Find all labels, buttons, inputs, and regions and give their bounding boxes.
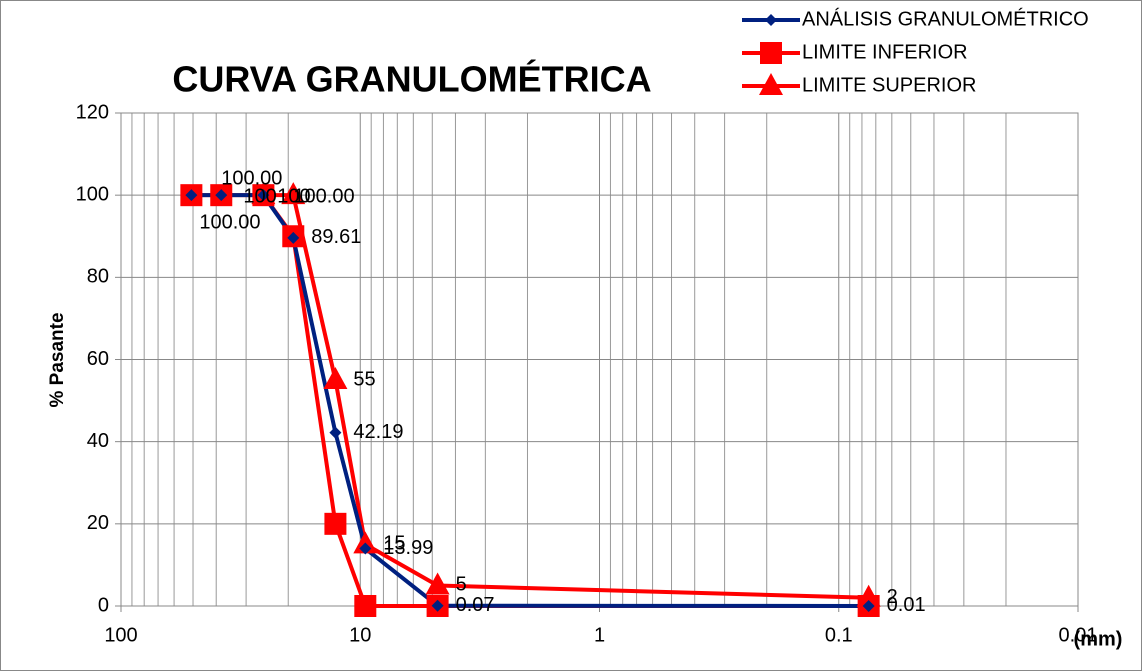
x-tick-label: 1 xyxy=(594,624,605,646)
triangle-marker xyxy=(281,182,306,205)
square-marker xyxy=(354,595,377,617)
triangle-marker xyxy=(856,584,881,607)
square-marker xyxy=(324,512,347,535)
diamond-marker xyxy=(185,189,198,202)
legend-label: LIMITE INFERIOR xyxy=(802,41,968,63)
legend-marker xyxy=(765,14,777,26)
data-label: 42.19 xyxy=(353,421,403,443)
y-axis-label: % Pasante xyxy=(47,312,68,407)
diamond-marker xyxy=(257,189,270,202)
legend-marker xyxy=(760,42,782,64)
diamond-marker xyxy=(431,599,444,612)
legend-marker xyxy=(759,73,783,95)
y-tick-label: 40 xyxy=(87,430,109,452)
legend-label: ANÁLISIS GRANULOMÉTRICO xyxy=(802,7,1089,30)
data-label: 5 xyxy=(456,574,467,596)
data-label: 89.61 xyxy=(311,226,361,248)
x-tick-label: 100 xyxy=(104,624,137,646)
data-label: 55 xyxy=(353,368,375,390)
data-label: 100.00 xyxy=(199,211,260,233)
x-axis-label: (mm) xyxy=(1074,628,1123,650)
diamond-marker xyxy=(287,231,300,244)
data-label: 100 xyxy=(243,185,276,207)
data-label: 100.00 xyxy=(293,185,354,207)
diamond-marker xyxy=(329,426,342,439)
data-label: 0.07 xyxy=(456,594,495,616)
y-tick-label: 80 xyxy=(87,266,109,288)
data-label: 13.99 xyxy=(383,537,433,559)
triangle-marker xyxy=(353,531,378,554)
diamond-marker xyxy=(862,599,875,612)
legend-label: LIMITE SUPERIOR xyxy=(802,74,976,96)
data-label: 100.00 xyxy=(221,167,282,189)
y-tick-label: 100 xyxy=(76,183,109,205)
x-tick-label: 0.1 xyxy=(825,624,853,646)
data-label: 0.01 xyxy=(887,594,926,616)
data-label: 15 xyxy=(383,533,405,555)
diamond-marker xyxy=(359,542,372,555)
y-tick-label: 0 xyxy=(98,594,109,616)
triangle-marker xyxy=(425,572,450,595)
y-tick-label: 60 xyxy=(87,348,109,370)
y-tick-label: 20 xyxy=(87,512,109,534)
chart-title: CURVA GRANULOMÉTRICA xyxy=(172,59,651,100)
x-tick-label: 0.01 xyxy=(1059,624,1098,646)
diamond-marker xyxy=(215,189,228,202)
data-label: 2 xyxy=(887,586,898,608)
data-label: 100 xyxy=(277,185,310,207)
x-tick-label: 10 xyxy=(349,624,371,646)
triangle-marker xyxy=(323,367,348,390)
y-tick-label: 120 xyxy=(76,101,109,123)
